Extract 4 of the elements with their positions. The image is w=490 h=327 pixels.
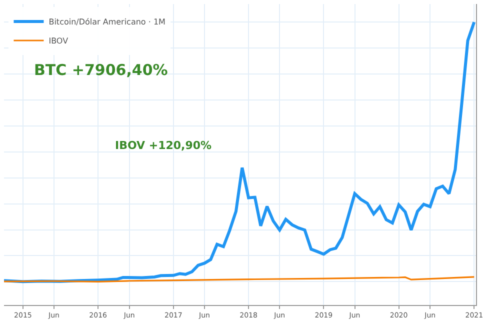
annotation: BTC +7906,40% [34,61,168,79]
legend-label: IBOV [48,36,69,46]
annotation: IBOV +120,90% [115,139,212,152]
legend-label: Bitcoin/Dólar Americano · 1M [48,18,166,27]
